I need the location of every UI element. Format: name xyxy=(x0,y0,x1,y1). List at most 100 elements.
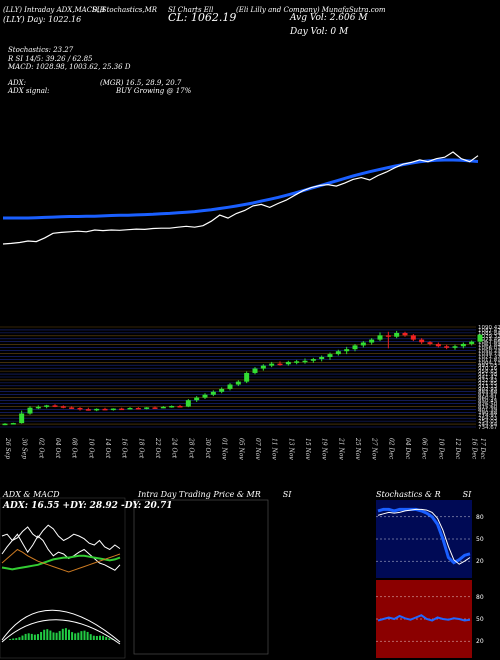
price-axis-label: 1085.84 xyxy=(478,331,500,337)
candle-body xyxy=(469,341,475,344)
date-tick-label: 14 Oct xyxy=(104,438,111,459)
macd-histogram-bar xyxy=(24,633,27,640)
candle-body xyxy=(344,349,350,352)
macd-histogram-bar xyxy=(111,639,114,640)
stoch-k-line xyxy=(377,507,471,565)
price-axis-label: 774.97 xyxy=(478,413,498,419)
stochastics-readout: Stochastics: 23.27 xyxy=(8,46,74,54)
candle-body xyxy=(102,408,108,411)
header-indicators: SI,Stochastics,MR xyxy=(92,6,158,14)
date-tick-label: 02 Dec xyxy=(387,438,394,460)
date-tick-label: 30 Sep xyxy=(21,438,28,459)
candle-body xyxy=(27,407,33,414)
candle-body xyxy=(35,406,41,409)
date-tick-label: 08 Oct xyxy=(71,438,78,459)
price-axis-label: 754.03 xyxy=(478,419,498,425)
candle-body xyxy=(127,408,133,410)
candle-body xyxy=(110,408,116,411)
macd-histogram-bar xyxy=(105,636,108,640)
date-tick-label: 30 Oct xyxy=(204,438,211,459)
macd-histogram-bar xyxy=(46,629,49,640)
price-axis-label: 951.98 xyxy=(478,372,498,378)
header-avg-volume: Avg Vol: 2.606 M xyxy=(290,13,368,23)
price-axis-label: 734.67 xyxy=(478,425,498,431)
adx-series-line xyxy=(1,554,121,571)
rsi-tick-label: 50 xyxy=(476,616,484,623)
macd-histogram-bar xyxy=(15,638,18,640)
intraday-panel xyxy=(133,499,269,655)
price-axis-label: 1079.32 xyxy=(478,334,500,340)
date-tick-label: 10 Oct xyxy=(87,438,94,459)
candle-body xyxy=(244,372,250,382)
candle-body xyxy=(260,365,266,369)
macd-histogram-bar xyxy=(55,632,58,640)
macd-histogram-bar xyxy=(12,638,15,640)
candle-body xyxy=(327,354,333,358)
macd-histogram-bar xyxy=(9,639,12,640)
price-axis-label: 1027.37 xyxy=(478,354,500,360)
stoch-tick-label: 50 xyxy=(476,536,484,543)
candle-body xyxy=(269,363,275,366)
macd-histogram-bar xyxy=(102,635,105,640)
stoch-tick-label: 80 xyxy=(476,514,484,521)
header-day-price: (LLY) Day: 1022.16 xyxy=(3,15,82,24)
candle-body xyxy=(69,407,75,409)
stochastics-panel: 80 50 20 xyxy=(376,500,484,578)
macd-histogram-bar xyxy=(86,631,89,640)
date-tick-label: 15 Nov xyxy=(304,438,311,460)
price-axis-label: 744.64 xyxy=(478,422,498,428)
macd-readout: MACD: 1028.98, 1003.62, 25.36 D xyxy=(8,63,131,71)
date-tick-label: 28 Oct xyxy=(187,437,194,459)
candle-body xyxy=(44,405,50,407)
macd-histogram-bar xyxy=(80,631,83,640)
macd-histogram-bar xyxy=(49,630,52,640)
adx-series-line xyxy=(1,533,121,571)
candle-body xyxy=(252,368,258,373)
candle-body xyxy=(444,346,450,348)
price-axis-label: 913.13 xyxy=(478,384,498,390)
mgr-readout: (MGR) 16.5, 28.9, 20.7 xyxy=(100,79,182,87)
price-axis-label: 1039.73 xyxy=(478,351,500,357)
macd-histogram-bar xyxy=(74,633,77,640)
candle-body xyxy=(385,335,391,337)
price-axis-label: 764.03 xyxy=(478,416,498,422)
candle-body xyxy=(235,381,241,385)
macd-histogram-bar xyxy=(83,630,86,640)
macd-histogram-bar xyxy=(64,628,67,640)
macd-histogram-bar xyxy=(21,635,24,640)
price-axis-label: 1073.49 xyxy=(478,337,500,343)
macd-histogram-bar xyxy=(92,635,95,640)
candle-body xyxy=(419,339,425,343)
candle-body xyxy=(294,361,300,363)
stoch-rsi-title-main: Stochastics & R xyxy=(376,490,441,499)
header-company-name: (Eli Lilly and C xyxy=(236,6,289,14)
price-axis-label: 860.91 xyxy=(478,396,497,402)
candle-body xyxy=(2,423,8,426)
date-tick-label: 26 Sep xyxy=(4,437,11,459)
macd-histogram-bar xyxy=(108,638,111,640)
macd-histogram-bar xyxy=(77,632,80,640)
candles xyxy=(2,330,483,426)
header-ticker: (LLY) Intraday ADX,MACD,B xyxy=(3,6,105,14)
candle-body xyxy=(202,394,208,398)
price-axis-label: 941.47 xyxy=(478,375,498,381)
rsi-panel: 80 50 20 xyxy=(376,580,484,658)
price-axis-label: 801.39 xyxy=(478,407,498,413)
candle-body xyxy=(410,335,416,340)
price-axis-label: 1004.11 xyxy=(478,360,500,366)
price-axis-label: 921.85 xyxy=(478,381,498,387)
price-axis-label: 970.16 xyxy=(478,366,498,372)
macd-histogram-bar xyxy=(40,631,43,640)
candle-body xyxy=(177,405,183,408)
adx-series-line xyxy=(1,548,121,573)
candle-body xyxy=(60,406,66,408)
candle-body xyxy=(210,391,216,395)
macd-histogram-bar xyxy=(61,628,64,640)
adx-macd-panel xyxy=(0,497,126,659)
candle-body xyxy=(144,407,150,409)
price-axis-label: 826.50 xyxy=(478,401,498,407)
price-axis-label: 1090.42 xyxy=(478,325,500,331)
macd-histogram-bar xyxy=(30,633,33,640)
stoch-rsi-title-suffix: SI xyxy=(462,490,472,499)
price-axis-label: 815.60 xyxy=(478,404,498,410)
